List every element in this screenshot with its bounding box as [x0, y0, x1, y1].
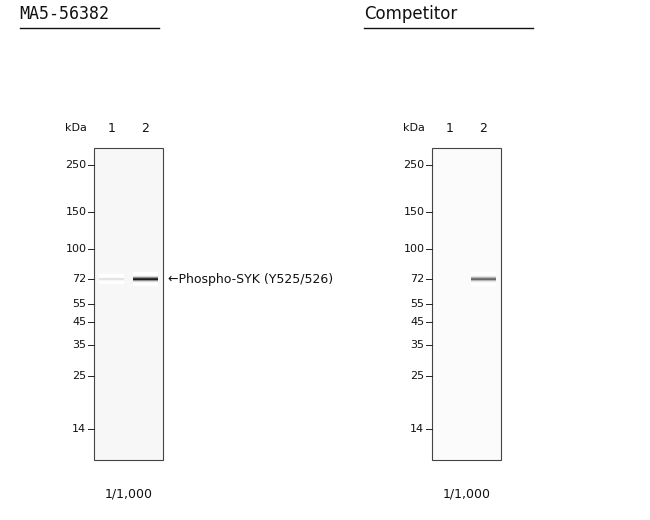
- Bar: [133, 285, 158, 286]
- Bar: [99, 279, 124, 280]
- Bar: [133, 278, 158, 279]
- Bar: [432, 148, 500, 460]
- Text: 45: 45: [72, 317, 86, 327]
- Bar: [471, 277, 496, 278]
- Bar: [133, 282, 158, 283]
- Bar: [99, 278, 124, 279]
- Bar: [471, 276, 496, 277]
- Text: 55: 55: [410, 299, 424, 309]
- Bar: [99, 281, 124, 282]
- Bar: [133, 274, 158, 275]
- Bar: [99, 276, 124, 277]
- Text: 250: 250: [65, 160, 86, 170]
- Bar: [471, 278, 496, 279]
- Bar: [133, 279, 158, 280]
- Bar: [133, 283, 158, 284]
- Bar: [133, 279, 158, 280]
- Bar: [133, 284, 158, 285]
- Bar: [471, 278, 496, 279]
- Text: 55: 55: [72, 299, 86, 309]
- Bar: [471, 281, 496, 282]
- Bar: [99, 281, 124, 282]
- Text: kDa: kDa: [64, 123, 86, 134]
- Text: 1/1,000: 1/1,000: [443, 488, 490, 500]
- Bar: [133, 272, 158, 273]
- Bar: [133, 275, 158, 276]
- Bar: [471, 280, 496, 281]
- Bar: [94, 148, 162, 460]
- Bar: [133, 276, 158, 277]
- Text: 72: 72: [72, 274, 86, 284]
- Text: 25: 25: [410, 371, 424, 381]
- Bar: [99, 278, 124, 279]
- Text: 1: 1: [445, 122, 453, 135]
- Text: 250: 250: [403, 160, 424, 170]
- Bar: [133, 275, 158, 276]
- Bar: [471, 272, 496, 273]
- Text: 14: 14: [410, 424, 424, 434]
- Bar: [471, 284, 496, 285]
- Bar: [471, 279, 496, 280]
- Bar: [471, 281, 496, 282]
- Bar: [99, 275, 124, 276]
- Text: 45: 45: [410, 317, 424, 327]
- Bar: [99, 280, 124, 281]
- Bar: [133, 282, 158, 283]
- Text: kDa: kDa: [402, 123, 424, 134]
- Text: 150: 150: [66, 207, 86, 217]
- Bar: [471, 279, 496, 280]
- Bar: [471, 275, 496, 276]
- Text: 25: 25: [72, 371, 86, 381]
- Text: 35: 35: [410, 340, 424, 350]
- Bar: [99, 277, 124, 278]
- Bar: [99, 279, 124, 280]
- Text: Competitor: Competitor: [364, 5, 457, 23]
- Bar: [99, 277, 124, 278]
- Bar: [471, 276, 496, 277]
- Text: 150: 150: [404, 207, 424, 217]
- Bar: [471, 273, 496, 274]
- Bar: [133, 277, 158, 278]
- Bar: [133, 276, 158, 277]
- Text: ←Phospho-SYK (Y525/526): ←Phospho-SYK (Y525/526): [168, 272, 333, 285]
- Bar: [133, 280, 158, 281]
- Bar: [471, 282, 496, 283]
- Text: 35: 35: [72, 340, 86, 350]
- Text: 2: 2: [480, 122, 488, 135]
- Bar: [471, 274, 496, 275]
- Text: 14: 14: [72, 424, 86, 434]
- Bar: [99, 274, 124, 275]
- Text: 100: 100: [66, 244, 86, 254]
- Text: 72: 72: [410, 274, 424, 284]
- Bar: [99, 283, 124, 284]
- Bar: [133, 281, 158, 282]
- Bar: [133, 278, 158, 279]
- Bar: [99, 282, 124, 283]
- Bar: [133, 281, 158, 282]
- Bar: [471, 275, 496, 276]
- Bar: [99, 280, 124, 281]
- Bar: [471, 272, 496, 273]
- Text: 100: 100: [404, 244, 424, 254]
- Bar: [133, 273, 158, 274]
- Text: MA5-56382: MA5-56382: [20, 5, 109, 23]
- Text: 1/1,000: 1/1,000: [105, 488, 152, 500]
- Bar: [99, 276, 124, 277]
- Text: 1: 1: [107, 122, 115, 135]
- Bar: [471, 282, 496, 283]
- Bar: [133, 272, 158, 273]
- Text: 2: 2: [142, 122, 150, 135]
- Bar: [471, 285, 496, 286]
- Bar: [471, 283, 496, 284]
